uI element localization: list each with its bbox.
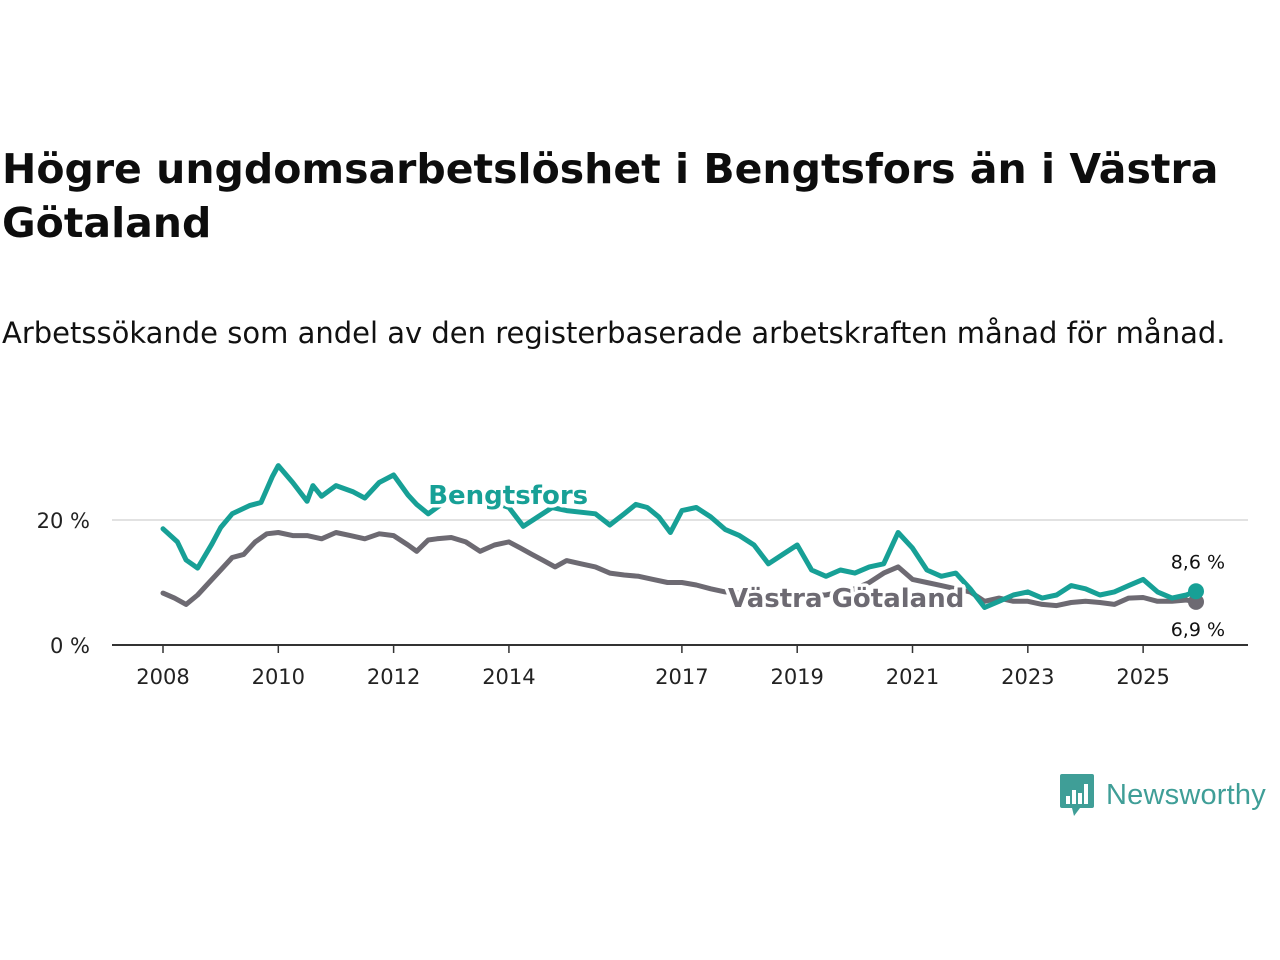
- label-layer: Bengtsfors Västra Götaland 8,6 % 6,9 %: [425, 478, 1228, 644]
- x-tick-label: 2010: [252, 665, 305, 689]
- end-value-label: 6,9 %: [1171, 619, 1225, 641]
- x-tick-label: 2023: [1001, 665, 1054, 689]
- x-tick-label: 2021: [886, 665, 939, 689]
- y-tick-label: 20 %: [37, 509, 90, 533]
- x-tick-label: 2014: [482, 665, 535, 689]
- x-tick-label: 2012: [367, 665, 420, 689]
- brand-name: Newsworthy: [1106, 778, 1266, 811]
- series-label: Bengtsfors: [428, 481, 588, 511]
- newsworthy-brand[interactable]: Newsworthy: [1058, 772, 1266, 818]
- y-tick-label: 0 %: [50, 634, 90, 658]
- x-tick-label: 2019: [770, 665, 823, 689]
- end-value-label: 8,6 %: [1171, 551, 1225, 573]
- x-tick-label: 2008: [136, 665, 189, 689]
- chart-subtitle: Arbetssökande som andel av den registerb…: [2, 316, 1226, 350]
- series-line-bengtsfors: [160, 463, 1199, 610]
- series-line-västra-götaland: [160, 530, 1199, 609]
- series-label: Västra Götaland: [728, 584, 964, 614]
- end-point-marker: [1188, 583, 1204, 600]
- newsworthy-logo-icon: [1060, 774, 1094, 816]
- x-tick-label: 2025: [1116, 665, 1169, 689]
- chart-title: Högre ungdomsarbetslöshet i Bengtsfors ä…: [2, 145, 1219, 247]
- axis-layer: 0 % 20 % 2008 2010 2012 2014 2017 2019 2021 2023 2…: [37, 509, 1248, 689]
- x-tick-label: 2017: [655, 665, 708, 689]
- series-layer: [160, 463, 1204, 610]
